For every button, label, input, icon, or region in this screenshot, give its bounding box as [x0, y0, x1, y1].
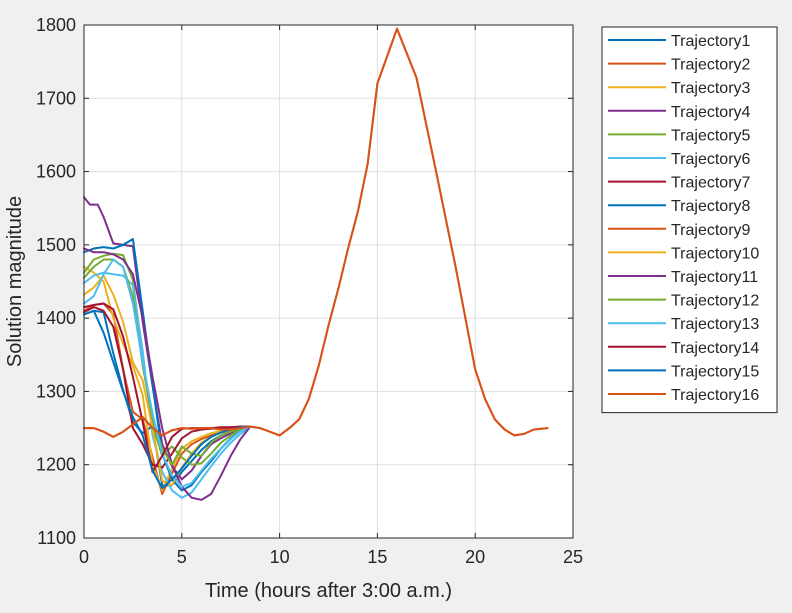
legend-label: Trajectory7 — [671, 175, 751, 192]
grid-lines — [84, 25, 573, 538]
y-tick-label: 1300 — [36, 381, 76, 401]
legend-label: Trajectory1 — [671, 33, 751, 50]
legend-label: Trajectory8 — [671, 198, 751, 215]
legend-label: Trajectory14 — [671, 340, 759, 357]
legend-label: Trajectory12 — [671, 293, 759, 310]
y-tick-label: 1400 — [36, 308, 76, 328]
x-tick-label: 10 — [270, 547, 290, 567]
legend-label: Trajectory13 — [671, 316, 759, 333]
legend-label: Trajectory3 — [671, 80, 751, 97]
series-line-4 — [83, 196, 252, 481]
legend-label: Trajectory10 — [671, 245, 759, 262]
legend-label: Trajectory6 — [671, 151, 751, 168]
x-tick-label: 0 — [79, 547, 89, 567]
series-line-12 — [83, 258, 252, 466]
x-tick-label: 20 — [465, 547, 485, 567]
x-tick-label: 5 — [177, 547, 187, 567]
y-tick-label: 1700 — [36, 88, 76, 108]
y-axis-label: Solution magnitude — [4, 196, 26, 367]
x-axis-label: Time (hours after 3:00 a.m.) — [205, 580, 452, 602]
legend-label: Trajectory4 — [671, 104, 751, 121]
axis-ticks: 0 5 10 15 20 25 1100 1200 1300 1400 1500 1600 1700 18… — [36, 15, 583, 567]
x-tick-label: 25 — [563, 547, 583, 567]
y-tick-label: 1200 — [36, 455, 76, 475]
legend-label: Trajectory11 — [671, 269, 758, 286]
y-tick-label: 1800 — [36, 15, 76, 35]
series-lines — [83, 27, 549, 501]
legend: Trajectory1 Trajectory2 Trajectory3 Traject… — [601, 26, 778, 414]
legend-box — [601, 26, 778, 414]
y-tick-label: 1500 — [36, 235, 76, 255]
series-line-13 — [83, 258, 252, 488]
series-line-14 — [83, 302, 252, 473]
series-line-6 — [83, 271, 252, 499]
legend-label: Trajectory2 — [671, 57, 751, 74]
y-tick-label: 1100 — [37, 528, 76, 548]
legend-label: Trajectory5 — [671, 127, 751, 144]
legend-label: Trajectory15 — [671, 363, 759, 380]
y-tick-label: 1600 — [36, 162, 76, 182]
series-line-16 — [83, 27, 549, 438]
legend-label: Trajectory16 — [671, 387, 759, 404]
x-tick-label: 15 — [367, 547, 387, 567]
series-line-15 — [83, 309, 252, 490]
legend-label: Trajectory9 — [671, 222, 751, 239]
plot-frame — [83, 24, 574, 539]
